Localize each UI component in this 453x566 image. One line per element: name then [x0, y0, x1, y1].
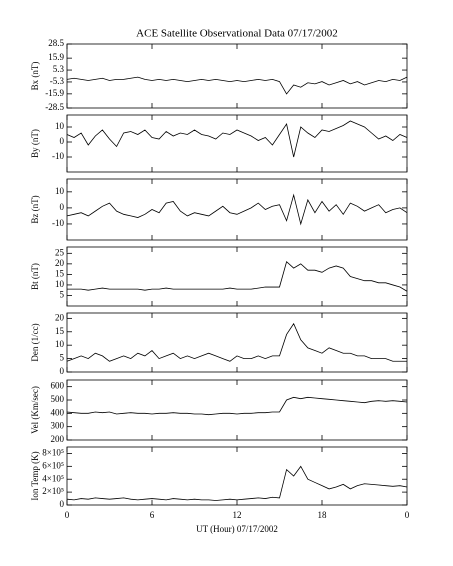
y-tick-label: 10: [55, 121, 65, 131]
panel-frame: [66, 446, 408, 506]
panel-frame: [66, 312, 408, 373]
y-tick-label: 28.5: [48, 38, 64, 48]
panel-frame: [66, 43, 408, 109]
y-tick-label: 15.9: [48, 52, 64, 62]
y-tick-label: 10: [55, 339, 65, 349]
x-tick-label: 6: [150, 510, 155, 520]
y-tick-label: 0: [60, 499, 65, 509]
y-tick-label: 20: [55, 312, 65, 322]
y-tick-label: -15.9: [45, 88, 64, 98]
y-tick-label: 500: [51, 394, 65, 404]
y-tick-label: 5: [60, 353, 65, 363]
y-tick-label: 300: [51, 421, 65, 431]
y-axis-label: Bx (nT): [30, 62, 40, 91]
panel-frame: [66, 178, 408, 241]
y-tick-label: 400: [51, 407, 65, 417]
y-tick-label: 8×10⁵: [42, 448, 64, 458]
x-tick-label: 0: [65, 510, 70, 520]
y-tick-label: -5.3: [50, 76, 65, 86]
y-tick-label: 5.3: [53, 64, 65, 74]
x-tick-label: 18: [318, 510, 328, 520]
x-tick-label: 0: [405, 510, 410, 520]
chart-title: ACE Satellite Observational Data 07/17/2…: [136, 28, 338, 40]
y-tick-label: 0: [60, 202, 65, 212]
data-line: [66, 465, 408, 501]
y-tick-label: 15: [55, 268, 65, 278]
y-axis-label: Ion Temp (K): [30, 451, 40, 500]
y-tick-label: 6×10⁵: [42, 460, 64, 470]
y-axis-label: By (nT): [30, 129, 40, 158]
y-tick-label: 200: [51, 434, 65, 444]
y-axis-label: Den (1/cc): [30, 323, 40, 361]
y-tick-label: 5: [60, 290, 65, 300]
panel-frame: [66, 379, 408, 441]
y-tick-label: -10: [52, 151, 64, 161]
y-tick-label: 10: [55, 186, 65, 196]
data-line: [66, 193, 408, 226]
y-tick-label: 10: [55, 279, 65, 289]
y-tick-label: -28.5: [45, 102, 64, 112]
data-line: [66, 76, 408, 95]
x-axis-label: UT (Hour) 07/17/2002: [196, 524, 278, 534]
y-tick-label: 600: [51, 381, 65, 391]
data-line: [66, 120, 408, 158]
data-line: [66, 322, 407, 362]
y-tick-label: 4×10⁵: [42, 473, 64, 483]
data-line: [67, 261, 408, 292]
data-line: [66, 396, 408, 416]
panel-frame: [66, 246, 408, 307]
y-tick-label: 15: [55, 326, 65, 336]
y-axis-label: Bz (nT): [30, 195, 40, 223]
y-tick-label: 2×10⁵: [42, 486, 64, 496]
y-tick-label: 25: [55, 247, 65, 257]
y-tick-label: 0: [60, 366, 65, 376]
y-tick-label: -10: [52, 218, 64, 228]
y-axis-label: Bt (nT): [30, 263, 40, 290]
y-tick-label: 0: [60, 136, 65, 146]
y-tick-label: 20: [55, 258, 65, 268]
x-tick-label: 12: [233, 510, 242, 520]
y-axis-label: Vel (Km/sec): [30, 386, 40, 434]
